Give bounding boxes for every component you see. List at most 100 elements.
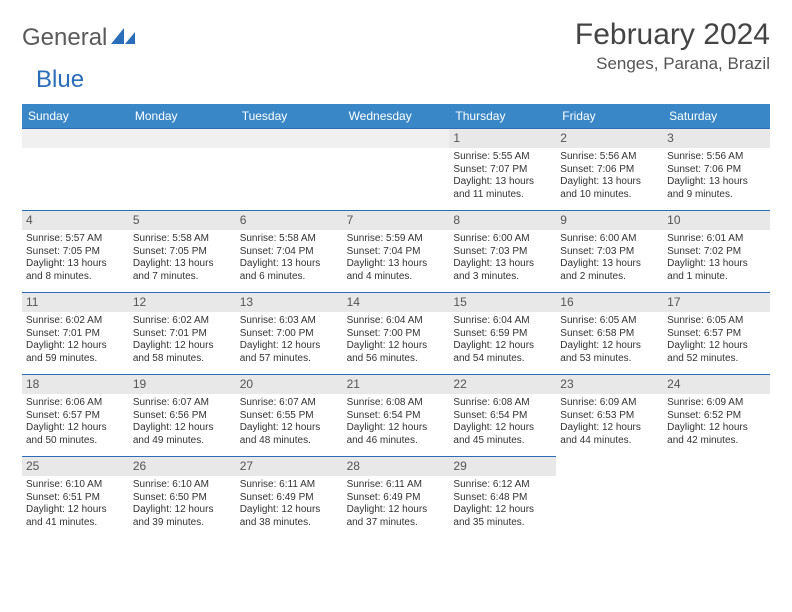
sunset-line: Sunset: 6:55 PM [240,410,339,423]
weekday-wed: Wednesday [343,104,450,128]
sunset-line: Sunset: 7:06 PM [667,164,766,177]
daylight-line-2: and 37 minutes. [347,517,446,530]
daylight-line-2: and 2 minutes. [560,271,659,284]
daylight-line-1: Daylight: 12 hours [347,422,446,435]
weekday-tue: Tuesday [236,104,343,128]
day-number: 23 [556,375,663,394]
weekday-thu: Thursday [449,104,556,128]
daylight-line-2: and 3 minutes. [453,271,552,284]
daylight-line-2: and 54 minutes. [453,353,552,366]
day-cell: 2Sunrise: 5:56 AMSunset: 7:06 PMDaylight… [556,128,663,210]
day-cell: 26 Sunrise: 6:10 AMSunset: 6:50 PMDayligh… [129,456,236,538]
sunrise-line: Sunrise: 5:58 AM [133,233,232,246]
sunrise-line: Sunrise: 6:06 AM [26,397,125,410]
day-cell: 4Sunrise: 5:57 AMSunset: 7:05 PMDaylight… [22,210,129,292]
day-cell: 25Sunrise: 6:10 AMSunset: 6:51 PMDayligh… [22,456,129,538]
day-number: 26 [129,457,236,476]
daylight-line-2: and 48 minutes. [240,435,339,448]
sunset-line: Sunset: 6:50 PM [133,492,232,505]
daylight-line-1: Daylight: 12 hours [240,504,339,517]
daylight-line-2: and 39 minutes. [133,517,232,530]
daylight-line-2: and 1 minute. [667,271,766,284]
sunrise-line: Sunrise: 6:05 AM [560,315,659,328]
daylight-line-1: Daylight: 12 hours [240,340,339,353]
sunset-line: Sunset: 6:48 PM [453,492,552,505]
sunrise-line: Sunrise: 6:03 AM [240,315,339,328]
daylight-line-2: and 7 minutes. [133,271,232,284]
sunset-line: Sunset: 7:00 PM [240,328,339,341]
day-cell: 14Sunrise: 6:04 AMSunset: 7:00 PMDayligh… [343,292,450,374]
day-number: 21 [343,375,450,394]
weekday-sat: Saturday [663,104,770,128]
sunrise-line: Sunrise: 6:00 AM [453,233,552,246]
daylight-line-1: Daylight: 13 hours [560,258,659,271]
empty-cell [343,128,450,210]
day-cell: 27Sunrise: 6:11 AMSunset: 6:49 PMDayligh… [236,456,343,538]
day-cell: 29Sunrise: 6:12 AMSunset: 6:48 PMDayligh… [449,456,556,538]
sunrise-line: Sunrise: 6:04 AM [453,315,552,328]
sunset-line: Sunset: 6:59 PM [453,328,552,341]
day-number: 14 [343,293,450,312]
empty-cell [129,128,236,210]
sunrise-line: Sunrise: 6:11 AM [347,479,446,492]
daylight-line-2: and 38 minutes. [240,517,339,530]
sunrise-line: Sunrise: 6:02 AM [26,315,125,328]
day-cell: 1Sunrise: 5:55 AMSunset: 7:07 PMDaylight… [449,128,556,210]
brand-part1: General [22,24,107,52]
sunrise-line: Sunrise: 6:07 AM [240,397,339,410]
sunset-line: Sunset: 7:05 PM [26,246,125,259]
daylight-line-1: Daylight: 13 hours [667,176,766,189]
sunrise-line: Sunrise: 6:10 AM [26,479,125,492]
daylight-line-1: Daylight: 12 hours [667,422,766,435]
day-cell: 24Sunrise: 6:09 AMSunset: 6:52 PMDayligh… [663,374,770,456]
daylight-line-2: and 8 minutes. [26,271,125,284]
daylight-line-2: and 41 minutes. [26,517,125,530]
sunrise-line: Sunrise: 5:59 AM [347,233,446,246]
daylight-line-1: Daylight: 13 hours [453,258,552,271]
day-cell: 28Sunrise: 6:11 AMSunset: 6:49 PMDayligh… [343,456,450,538]
sunrise-line: Sunrise: 6:10 AM [133,479,232,492]
sunset-line: Sunset: 6:49 PM [347,492,446,505]
daylight-line-1: Daylight: 12 hours [560,340,659,353]
month-title: February 2024 [575,18,770,52]
sunrise-line: Sunrise: 6:08 AM [453,397,552,410]
sunrise-line: Sunrise: 5:56 AM [667,151,766,164]
daylight-line-1: Daylight: 12 hours [240,422,339,435]
day-number: 19 [129,375,236,394]
day-number: 3 [663,129,770,148]
day-cell: 19Sunrise: 6:07 AMSunset: 6:56 PMDayligh… [129,374,236,456]
sunset-line: Sunset: 7:03 PM [453,246,552,259]
sunset-line: Sunset: 7:04 PM [240,246,339,259]
daylight-line-1: Daylight: 12 hours [26,340,125,353]
day-cell: 17Sunrise: 6:05 AMSunset: 6:57 PMDayligh… [663,292,770,374]
daylight-line-1: Daylight: 12 hours [453,422,552,435]
sunrise-line: Sunrise: 6:01 AM [667,233,766,246]
sunset-line: Sunset: 6:54 PM [453,410,552,423]
sunset-line: Sunset: 7:01 PM [26,328,125,341]
daylight-line-1: Daylight: 13 hours [560,176,659,189]
day-cell: 8Sunrise: 6:00 AMSunset: 7:03 PMDaylight… [449,210,556,292]
sunset-line: Sunset: 6:58 PM [560,328,659,341]
empty-cell [236,128,343,210]
sunrise-line: Sunrise: 6:04 AM [347,315,446,328]
daylight-line-1: Daylight: 12 hours [133,504,232,517]
title-block: February 2024 Senges, Parana, Brazil [575,18,770,74]
weekday-sun: Sunday [22,104,129,128]
sunset-line: Sunset: 6:52 PM [667,410,766,423]
day-number: 4 [22,211,129,230]
sunrise-line: Sunrise: 6:09 AM [560,397,659,410]
daylight-line-2: and 4 minutes. [347,271,446,284]
day-number: 22 [449,375,556,394]
sunrise-line: Sunrise: 6:07 AM [133,397,232,410]
daylight-line-2: and 45 minutes. [453,435,552,448]
day-cell: 20Sunrise: 6:07 AMSunset: 6:55 PMDayligh… [236,374,343,456]
daylight-line-2: and 49 minutes. [133,435,232,448]
daylight-line-2: and 53 minutes. [560,353,659,366]
day-cell: 10Sunrise: 6:01 AMSunset: 7:02 PMDayligh… [663,210,770,292]
sunset-line: Sunset: 6:51 PM [26,492,125,505]
daylight-line-2: and 56 minutes. [347,353,446,366]
daylight-line-1: Daylight: 13 hours [240,258,339,271]
day-number: 16 [556,293,663,312]
daylight-line-2: and 11 minutes. [453,189,552,202]
day-number: 2 [556,129,663,148]
